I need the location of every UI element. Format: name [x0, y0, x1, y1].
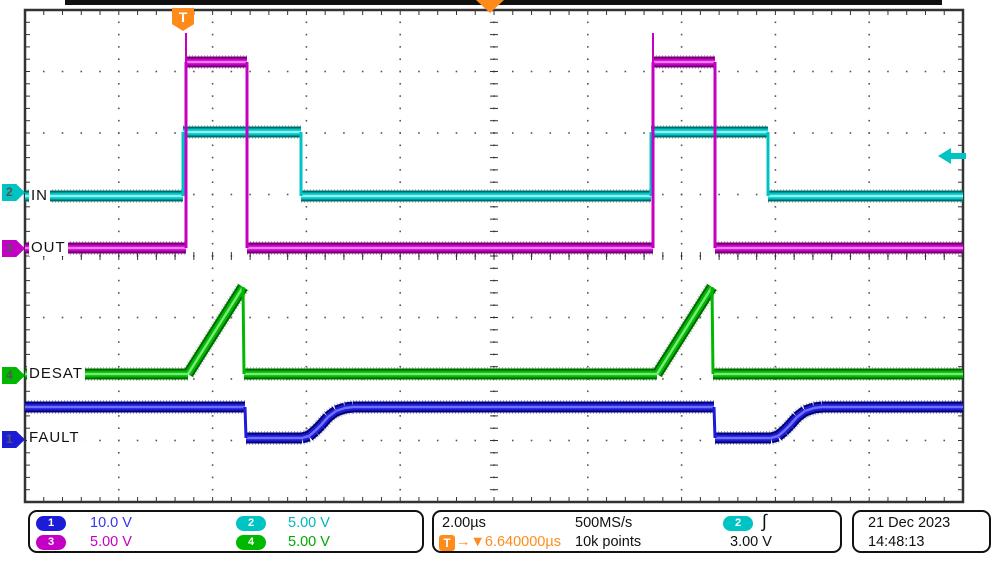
waveform-label-fault: FAULT — [27, 429, 82, 446]
horizontal-trigger-readout: 2.00µs 500MS/s 2 ∫ T →▼6.640000µs 10k po… — [432, 510, 842, 553]
trigger-level-arrow[interactable] — [938, 146, 966, 166]
trigger-position-icon[interactable] — [476, 0, 504, 13]
trigger-delay-t-icon: T — [439, 535, 455, 551]
waveform-label-out: OUT — [29, 239, 68, 256]
datetime-readout: 21 Dec 2023 14:48:13 — [852, 510, 991, 553]
waveform-in-ch2 — [25, 125, 963, 203]
trigger-delay-value: 6.640000µs — [484, 534, 561, 550]
channel3-scale: 5.00 V — [90, 534, 132, 550]
record-length-readout: 10k points — [575, 534, 642, 550]
channel1-badge[interactable]: 1 — [36, 516, 66, 531]
channel1-ground-marker[interactable]: 1 — [2, 431, 25, 448]
timebase-readout: 2.00µs — [442, 515, 486, 531]
date-readout: 21 Dec 2023 — [868, 515, 951, 531]
trigger-delay-readout: →▼6.640000µs — [456, 534, 561, 551]
channel4-scale: 5.00 V — [288, 534, 330, 550]
trigger-source-badge[interactable]: 2 — [723, 516, 753, 531]
waveform-label-in: IN — [29, 187, 50, 204]
channel2-badge[interactable]: 2 — [236, 516, 266, 531]
waveform-out-ch3 — [25, 55, 963, 255]
channel3-badge[interactable]: 3 — [36, 535, 66, 550]
sample-rate-readout: 500MS/s — [575, 515, 633, 531]
waveform-label-desat: DESAT — [27, 365, 85, 382]
channel4-badge[interactable]: 4 — [236, 535, 266, 550]
channel4-ground-marker[interactable]: 4 — [2, 367, 25, 384]
trigger-delay-arrows: →▼ — [456, 534, 485, 550]
channel2-scale: 5.00 V — [288, 515, 330, 531]
vertical-scale-readout: 1 10.0 V 2 5.00 V 3 5.00 V 4 5.00 V — [28, 510, 424, 553]
channel2-ground-marker[interactable]: 2 — [2, 184, 25, 201]
waveform-desat-ch4 — [25, 283, 963, 381]
time-readout: 14:48:13 — [868, 534, 925, 550]
trigger-t-marker[interactable]: T — [172, 8, 194, 31]
channel3-ground-marker[interactable]: 3 — [2, 240, 25, 257]
waveform-fault-ch1 — [25, 400, 963, 445]
trigger-level-readout: 3.00 V — [730, 534, 772, 550]
trigger-slope-icon: ∫ — [762, 511, 767, 531]
channel1-scale: 10.0 V — [90, 515, 132, 531]
